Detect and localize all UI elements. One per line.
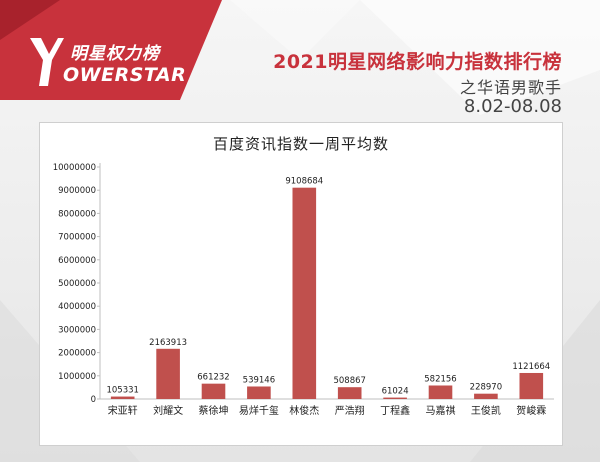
brand-name-en: OWERSTAR bbox=[63, 64, 187, 86]
data-label: 508867 bbox=[333, 376, 365, 386]
y-tick-label: 2000000 bbox=[58, 349, 96, 359]
data-label: 61024 bbox=[382, 387, 409, 397]
brand-y-logo-icon bbox=[30, 38, 64, 86]
y-tick-label: 10000000 bbox=[53, 163, 96, 173]
bar bbox=[337, 387, 362, 399]
bar bbox=[247, 386, 271, 399]
bar bbox=[292, 187, 317, 399]
chart-title: 百度资讯指数一周平均数 bbox=[212, 135, 389, 153]
data-label: 582156 bbox=[424, 374, 456, 384]
data-label: 661232 bbox=[197, 373, 229, 383]
chart-card: 百度资讯指数一周平均数 0 1000000 2000000 3000000 400000… bbox=[39, 122, 563, 446]
data-label: 105331 bbox=[106, 386, 138, 396]
y-tick-label: 0 bbox=[91, 395, 96, 405]
y-tick-label: 3000000 bbox=[58, 325, 96, 335]
x-category-label: 马嘉祺 bbox=[426, 404, 456, 417]
bar bbox=[428, 385, 453, 399]
data-label: 2163913 bbox=[149, 338, 187, 348]
x-category-label: 易烊千玺 bbox=[239, 404, 279, 417]
bar bbox=[201, 383, 226, 399]
page-subtitle: 之华语男歌手 bbox=[459, 78, 562, 97]
bar bbox=[110, 396, 135, 399]
y-tick-label: 9000000 bbox=[58, 186, 96, 196]
y-tick-label: 7000000 bbox=[58, 233, 96, 243]
bar bbox=[156, 348, 180, 399]
y-tick-label: 4000000 bbox=[58, 302, 96, 312]
page-title: 2021明星网络影响力指数排行榜 bbox=[273, 51, 562, 73]
bar-chart: 0 1000000 2000000 3000000 4000000 5000000 6000… bbox=[53, 163, 554, 417]
bar bbox=[383, 397, 407, 399]
data-label: 539146 bbox=[243, 375, 275, 385]
date-range: 8.02-08.08 bbox=[463, 96, 562, 117]
y-tick-label: 6000000 bbox=[58, 256, 96, 266]
x-category-label: 贺峻霖 bbox=[516, 404, 546, 417]
bar bbox=[474, 393, 498, 399]
brand-name-cn: 明星权力榜 bbox=[70, 44, 160, 64]
data-label: 228970 bbox=[470, 383, 502, 393]
x-category-label: 刘耀文 bbox=[153, 404, 183, 417]
x-category-label: 严浩翔 bbox=[335, 404, 365, 417]
x-category-label: 蔡徐坤 bbox=[199, 404, 229, 417]
y-tick-label: 8000000 bbox=[58, 209, 96, 219]
data-label: 1121664 bbox=[512, 362, 550, 372]
x-category-label: 丁程鑫 bbox=[380, 404, 410, 417]
bar bbox=[519, 372, 544, 399]
data-label: 9108684 bbox=[285, 177, 323, 187]
y-tick-label: 1000000 bbox=[58, 372, 96, 382]
x-category-label: 宋亚轩 bbox=[108, 404, 138, 417]
x-category-label: 林俊杰 bbox=[289, 404, 319, 417]
y-tick-label: 5000000 bbox=[58, 279, 96, 289]
logo-badge bbox=[0, 0, 222, 100]
x-category-label: 王俊凯 bbox=[471, 404, 501, 417]
